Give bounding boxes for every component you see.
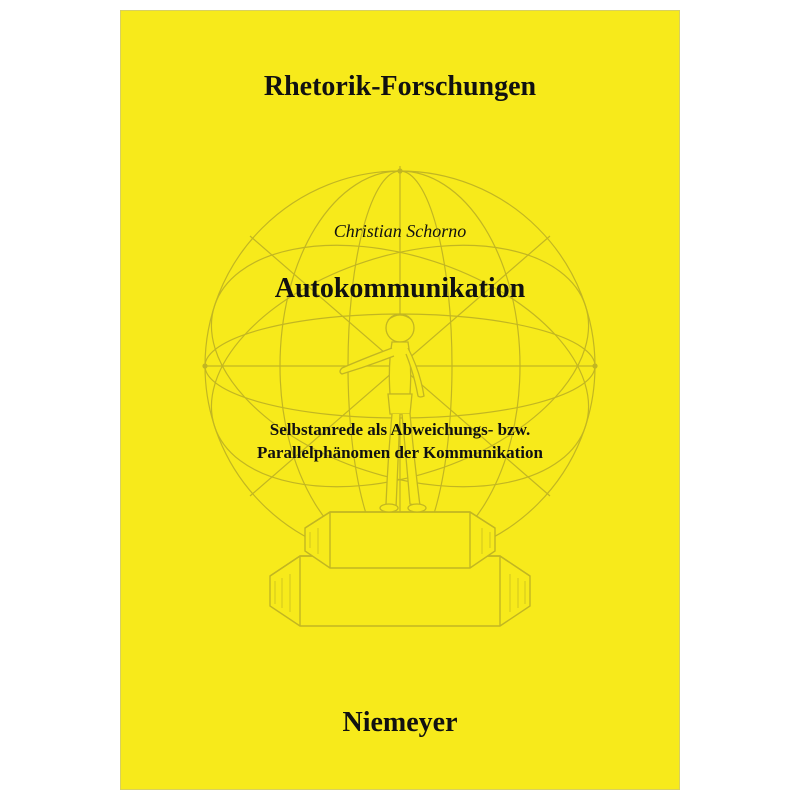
subtitle-line-1: Selbstanrede als Abweichungs- bzw. xyxy=(270,420,530,439)
subtitle-line-2: Parallelphänomen der Kommunikation xyxy=(257,443,543,462)
text-layer: Rhetorik-Forschungen Christian Schorno A… xyxy=(121,11,679,789)
series-title: Rhetorik-Forschungen xyxy=(121,71,679,103)
book-subtitle: Selbstanrede als Abweichungs- bzw. Paral… xyxy=(121,419,679,465)
book-title: Autokommunikation xyxy=(121,273,679,305)
author-name: Christian Schorno xyxy=(121,221,679,242)
book-cover: Rhetorik-Forschungen Christian Schorno A… xyxy=(120,10,680,790)
publisher-name: Niemeyer xyxy=(121,707,679,739)
